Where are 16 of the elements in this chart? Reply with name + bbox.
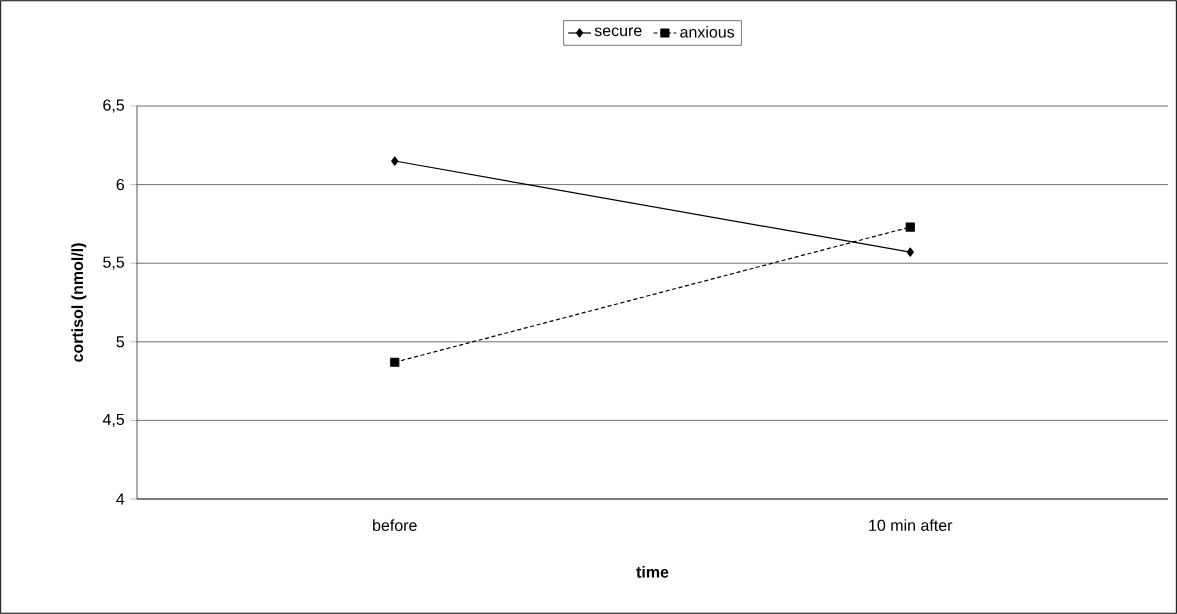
- y-tick-label: 6,5: [103, 99, 125, 113]
- x-tick-label: before: [373, 519, 417, 532]
- point: [905, 222, 915, 232]
- y-axis-title: cortisol (nmol/l): [71, 243, 87, 362]
- x-tick-label: 10 min after: [869, 519, 953, 532]
- point: [391, 156, 399, 166]
- legend-label: anxious: [680, 25, 735, 38]
- y-tick-label: 4: [116, 493, 125, 505]
- point: [390, 357, 400, 367]
- y-tick-label: 5: [116, 336, 125, 348]
- legend-label: secure: [594, 27, 642, 37]
- y-tick-label: 4,5: [102, 413, 125, 427]
- point: [906, 247, 914, 257]
- x-axis-title: time: [636, 565, 669, 578]
- y-tick-label: 6: [116, 178, 125, 191]
- y-tick-label: 5,5: [103, 256, 125, 270]
